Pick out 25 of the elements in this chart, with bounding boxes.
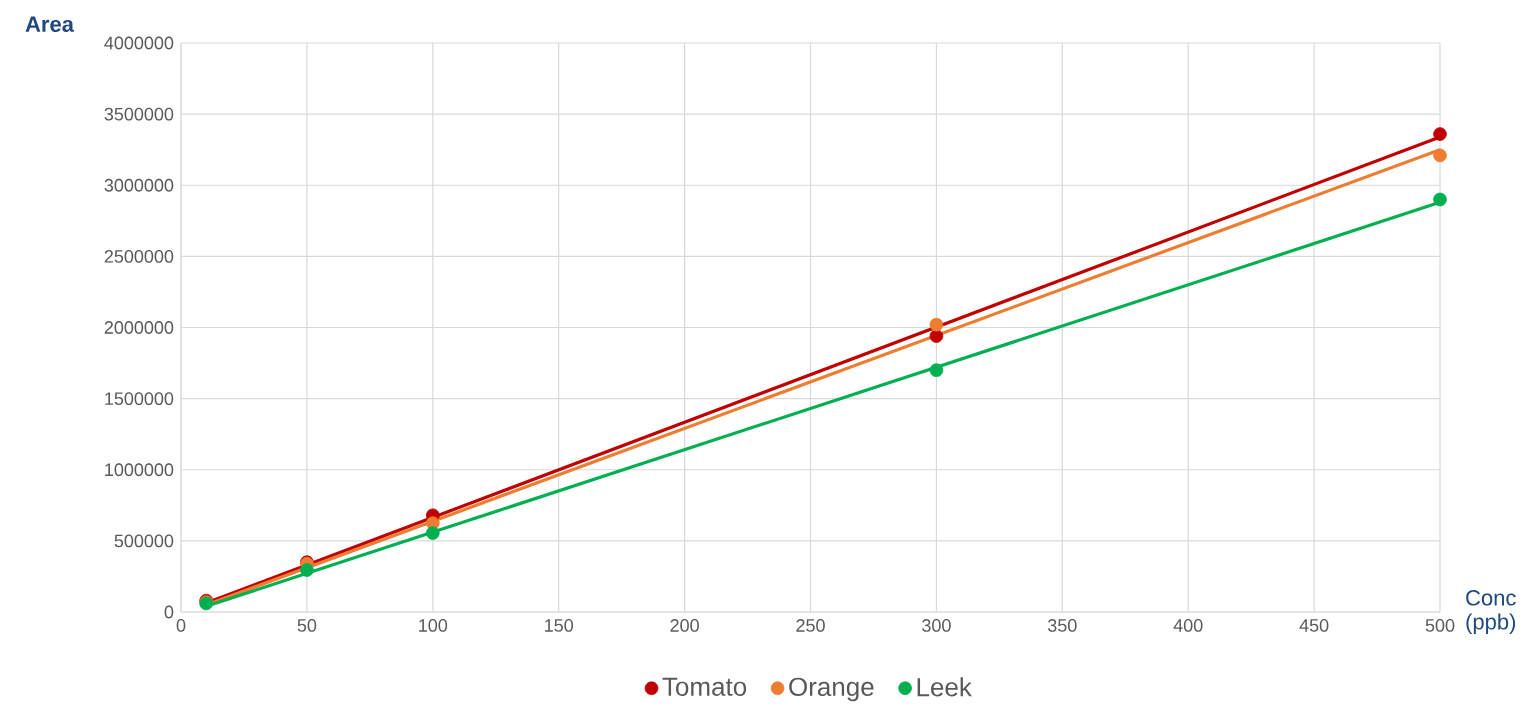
x-axis-title: Conc (ppb)	[1466, 590, 1516, 634]
x-tick-label: 400	[1173, 619, 1203, 632]
legend-label: Tomato	[662, 677, 747, 696]
x-tick-label: 100	[419, 619, 448, 632]
x-tick-label: 200	[670, 619, 699, 632]
y-tick-label: 3000000	[104, 178, 174, 192]
y-tick-label: 3500000	[104, 107, 174, 121]
x-tick-label: 500	[1425, 619, 1455, 632]
x-tick-label: 150	[545, 619, 574, 632]
x-tick-label: 0	[176, 619, 186, 632]
y-tick-label: 1000000	[105, 463, 174, 477]
y-axis-title: Area	[25, 16, 75, 32]
x-tick-label: 50	[297, 619, 317, 632]
y-tick-label: 2000000	[104, 321, 174, 334]
y-tick-label: 500000	[114, 534, 174, 548]
legend-label: Orange	[789, 677, 874, 702]
x-tick-label: 350	[1047, 619, 1077, 632]
x-tick-label: 250	[796, 619, 825, 632]
x-tick-label: 450	[1299, 619, 1329, 632]
x-tick-label: 300	[922, 619, 951, 632]
y-tick-label: 0	[164, 605, 174, 619]
y-tick-label: 2500000	[104, 250, 174, 263]
y-tick-label: 4000000	[104, 36, 174, 50]
legend-label: Leek	[917, 677, 972, 697]
y-tick-label: 1500000	[105, 392, 174, 406]
